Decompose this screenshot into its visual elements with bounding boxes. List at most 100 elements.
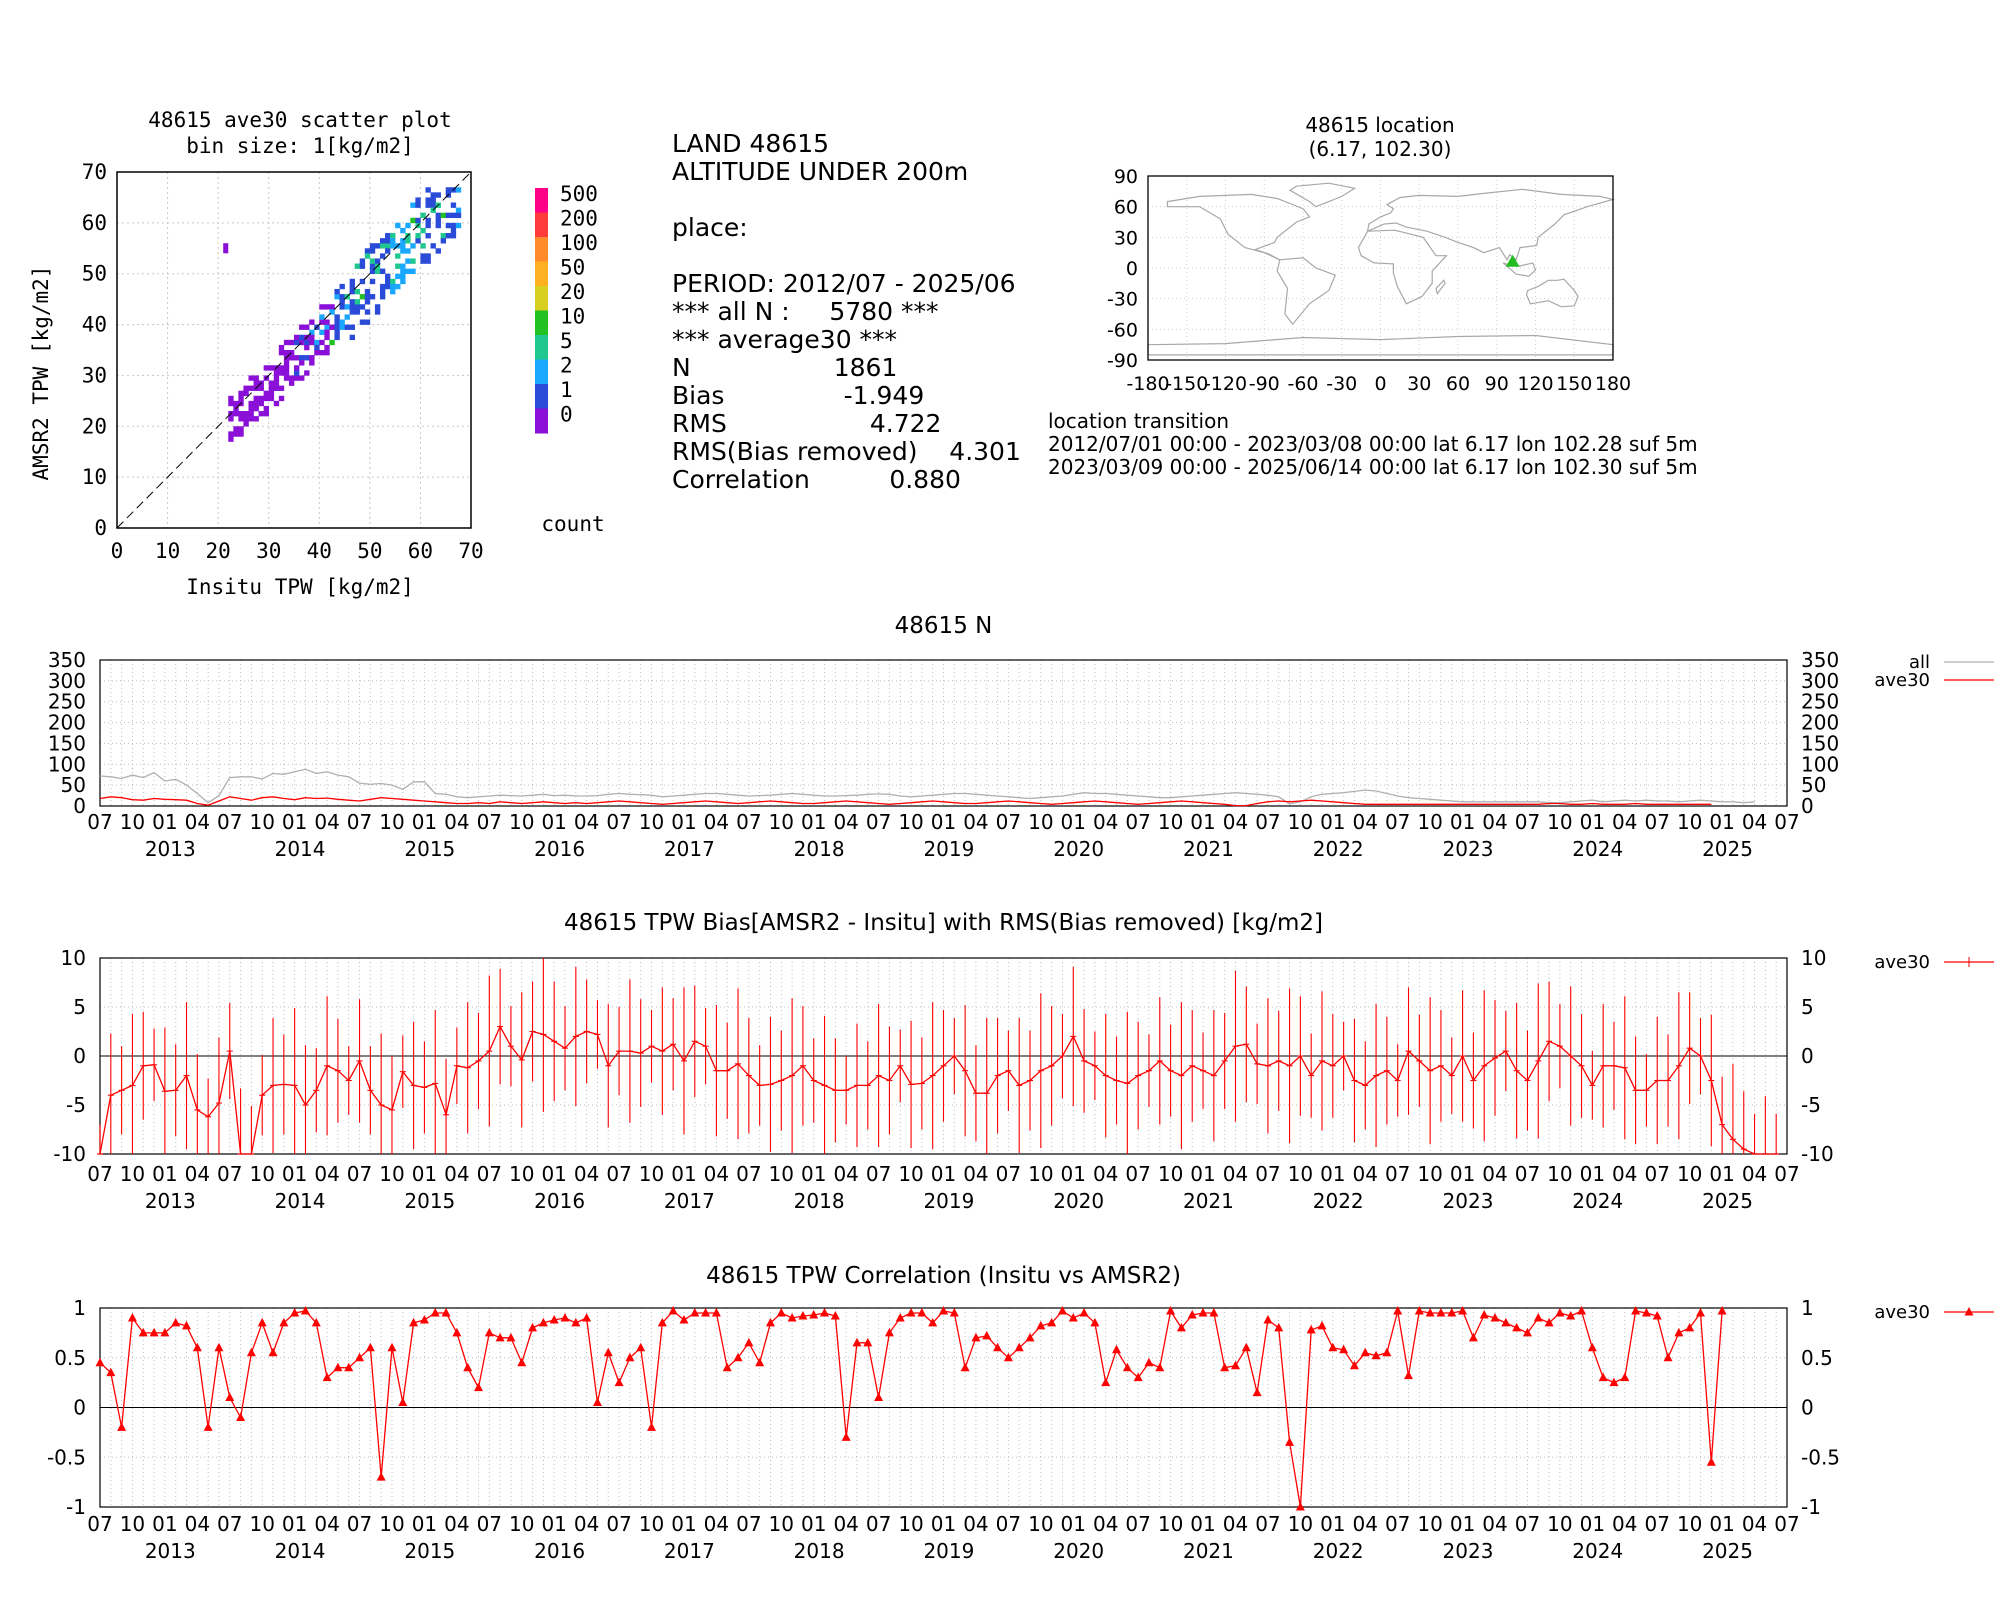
scatter-bin [258,395,264,402]
scatter-bin [294,370,300,376]
scatter-bin [248,405,254,412]
scatter-bin [349,288,355,295]
ts-month-label: 01 [1190,1512,1215,1536]
map-xtick-label: -150 [1165,373,1208,395]
ts-month-label: 01 [1061,810,1086,834]
data-point [257,1317,267,1327]
ts-month-label: 01 [801,1162,826,1186]
data-point [290,1307,300,1317]
ts-year-label: 2025 [1702,837,1753,861]
scatter-bin [374,268,381,274]
scatter-bin [349,309,355,315]
scatter-bin [359,263,366,269]
scatter-bin [450,202,457,208]
ts-ytick-label: 0 [73,1044,86,1068]
ts-month-label: 01 [1061,1512,1086,1536]
ts-month-label: 07 [1645,810,1670,834]
scatter-bin [430,202,436,208]
scatter-bin [294,375,300,381]
data-point [917,1307,927,1317]
ts-month-label: 10 [1547,1512,1572,1536]
ts-year-label: 2015 [404,837,455,861]
map-coastline [1276,257,1337,326]
ts-month-label: 07 [1774,810,1799,834]
ts-month-label: 01 [541,1162,566,1186]
ts-month-label: 07 [1255,1512,1280,1536]
scatter-bin [283,375,290,381]
ts-month-label: 07 [1645,1512,1670,1536]
ts-month-label: 07 [1125,810,1150,834]
data-point [1652,1310,1662,1320]
scatter-bin [405,268,411,274]
colorbar-title: count [541,512,604,536]
scatter-bin [430,197,436,203]
scatter-bin [228,395,234,402]
scatter-ytick-label: 70 [82,160,107,184]
scatter-ytick-label: 0 [94,516,107,540]
ts-month-label: 01 [1190,810,1215,834]
scatter-bin [425,258,431,264]
ts-month-label: 01 [1450,1512,1475,1536]
ts-month-label: 04 [444,1512,469,1536]
ts-year-label: 2022 [1313,1539,1364,1563]
series-line-all [99,768,1755,805]
colorbar-segment [535,310,548,336]
scatter-bin [364,309,371,315]
ts-month-label: 01 [282,1162,307,1186]
data-point [1187,1309,1197,1319]
scatter-bin [349,299,355,305]
map-coastline [1288,182,1357,208]
scatter-bin [268,365,275,371]
stats-period: PERIOD: 2012/07 - 2025/06 [672,269,1016,298]
scatter-bin [374,243,381,249]
stats-altitude: ALTITUDE UNDER 200m [672,157,969,186]
scatter-bin [445,222,452,229]
scatter-bin [233,400,239,407]
ts-month-label: 07 [606,810,631,834]
ts-ytick-label-right: 5 [1801,995,1814,1019]
ts-month-label: 04 [1093,1162,1118,1186]
scatter-bin [455,222,462,229]
scatter-bin [268,385,275,391]
ts-ytick-label-right: 0 [1801,1396,1814,1420]
scatter-bin [395,283,401,290]
data-point [560,1312,570,1322]
ts-ytick-label: -0.5 [47,1445,86,1469]
ts-month-label: 01 [412,810,437,834]
data-point [863,1337,873,1347]
ts-year-label: 2017 [664,1539,715,1563]
ts-month-label: 01 [671,1162,696,1186]
scatter-bin [283,339,290,346]
scatter-bin [359,278,366,285]
data-point [939,1305,948,1315]
ts-month-label: 01 [1580,1162,1605,1186]
scatter-bin [304,355,310,361]
data-point [149,1327,159,1337]
scatter-bin [324,329,330,336]
ts-month-label: 04 [963,810,988,834]
map-xtick-label: 150 [1556,373,1592,395]
scatter-bin [268,380,275,386]
scatter-bin [385,283,391,290]
map-ytick-label: 30 [1114,227,1138,249]
map-coastline [1166,193,1311,261]
data-point [798,1310,808,1320]
map-xtick-label: 30 [1407,373,1431,395]
colorbar-label: 100 [560,231,598,255]
scatter-bin [400,268,406,274]
data-point [441,1307,451,1317]
scatter-bin [334,294,340,300]
scatter-bin [294,339,300,346]
data-point [344,1362,354,1372]
ts-month-label: 04 [1612,810,1637,834]
map-xtick-label: -60 [1287,373,1318,395]
data-point [1090,1317,1100,1327]
scatter-bin [354,299,361,305]
ts-month-label: 01 [1450,1162,1475,1186]
ts-year-label: 2025 [1702,1539,1753,1563]
scatter-bin [379,283,386,290]
location-transition-line-1: 2012/07/01 00:00 - 2023/03/08 00:00 lat … [1048,432,1698,456]
scatter-bin [400,243,406,249]
colorbar-segment [535,261,548,287]
ts-month-label: 01 [1580,810,1605,834]
